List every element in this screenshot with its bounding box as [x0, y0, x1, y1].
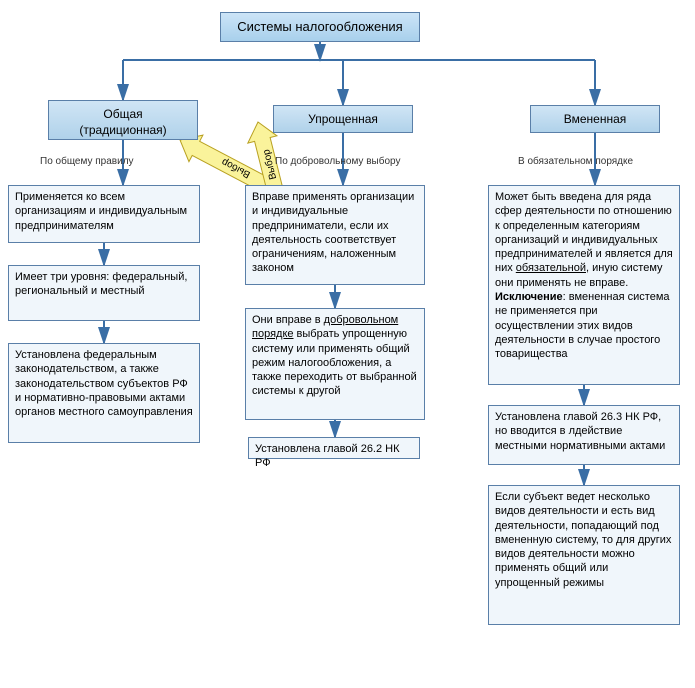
- content-c1c: Установлена федеральным законодательство…: [8, 343, 200, 443]
- content-c2a: Вправе применять организации и индивидуа…: [245, 185, 425, 285]
- root-title: Системы налогообложения: [220, 12, 420, 42]
- label-l3: В обязательном порядке: [518, 156, 633, 167]
- content-c2b: Они вправе в добровольном порядке выбрат…: [245, 308, 425, 420]
- label-l2: По добровольному выбору: [275, 156, 400, 167]
- category-general: Общая (традиционная): [48, 100, 198, 140]
- category-simple: Упрощенная: [273, 105, 413, 133]
- content-c3a: Может быть введена для ряда сфер деятель…: [488, 185, 680, 385]
- content-c2c: Установлена главой 26.2 НК РФ: [248, 437, 420, 459]
- content-c3c: Если субъект ведет несколько видов деяте…: [488, 485, 680, 625]
- content-c3b: Установлена главой 26.3 НК РФ, но вводит…: [488, 405, 680, 465]
- svg-text:Выбор: Выбор: [219, 156, 252, 181]
- content-c1a: Применяется ко всем организациям и индив…: [8, 185, 200, 243]
- content-c1b: Имеет три уровня: федеральный, региональ…: [8, 265, 200, 321]
- label-l1: По общему правилу: [40, 156, 134, 167]
- category-imputed: Вмененная: [530, 105, 660, 133]
